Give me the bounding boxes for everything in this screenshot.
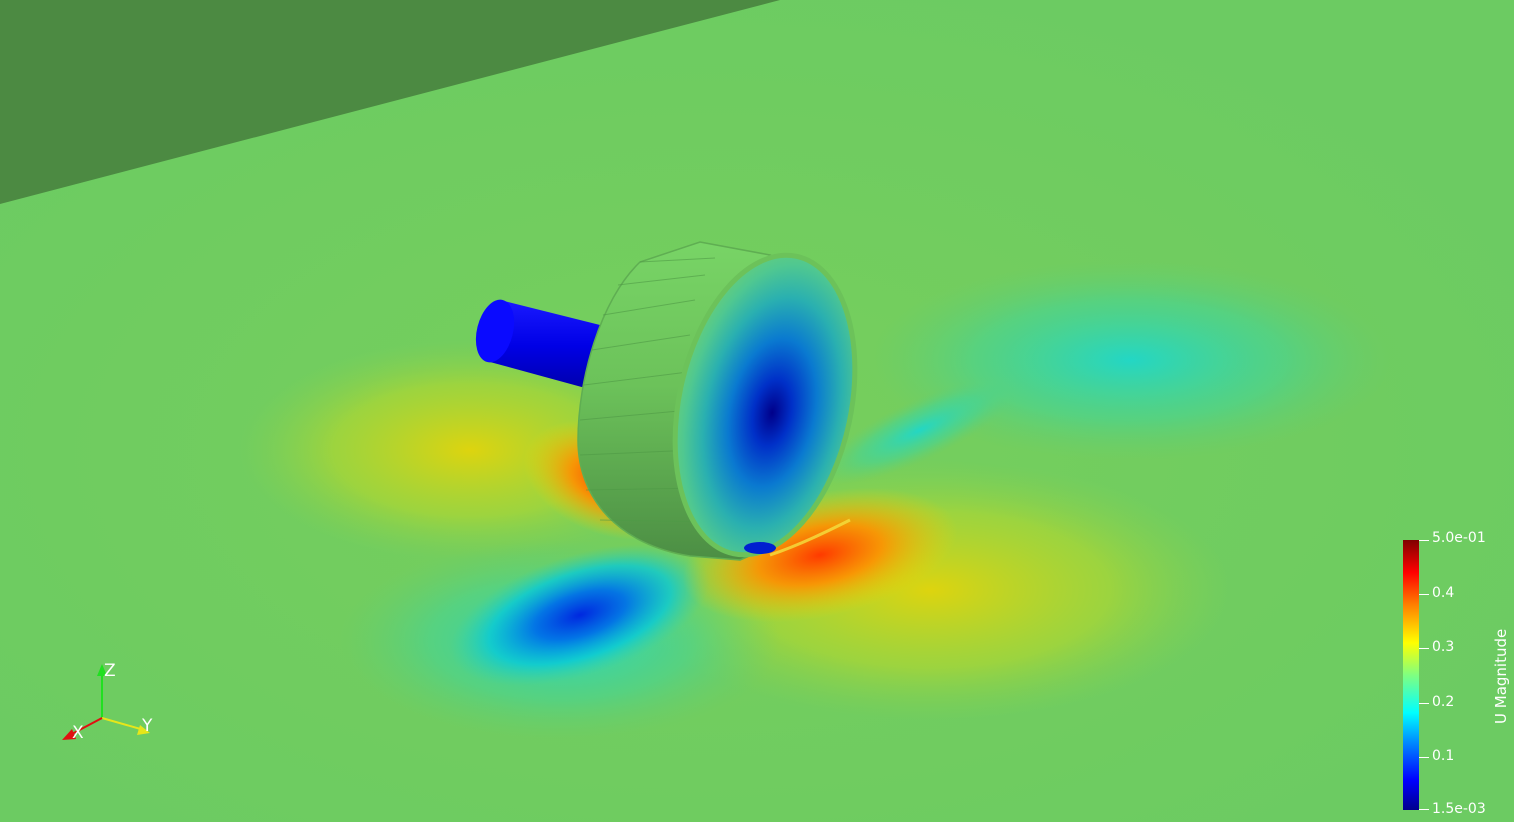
legend-tick-label: 0.1 bbox=[1432, 748, 1455, 764]
x-axis-label: X bbox=[72, 723, 84, 743]
orientation-axes: Z Y X bbox=[62, 661, 153, 743]
disk-face bbox=[672, 252, 858, 558]
legend-max-label: 5.0e-01 bbox=[1432, 530, 1486, 546]
y-arrow-icon bbox=[137, 725, 150, 735]
x-arrow-icon bbox=[62, 729, 76, 740]
field-lobe-cyan-streak bbox=[819, 376, 1021, 484]
z-arrow-icon bbox=[97, 664, 107, 676]
legend-tick bbox=[1419, 648, 1429, 649]
shaft[interactable] bbox=[470, 296, 612, 392]
legend-tick-min bbox=[1419, 809, 1429, 810]
legend-tick-label: 0.2 bbox=[1432, 694, 1455, 710]
wake-streak bbox=[769, 518, 851, 557]
cylinder-disk[interactable] bbox=[577, 238, 881, 571]
legend-tick-label: 0.4 bbox=[1432, 585, 1455, 601]
far-wall bbox=[0, 0, 780, 204]
legend-tick-max bbox=[1419, 540, 1429, 541]
legend-tick-label: 0.3 bbox=[1432, 639, 1455, 655]
y-axis-label: Y bbox=[141, 716, 153, 736]
field-lobe-blue bbox=[450, 544, 710, 686]
color-legend[interactable]: 5.0e-01 0.4 0.3 0.2 0.1 1.5e-03 U Magnit… bbox=[1380, 526, 1514, 822]
legend-min-label: 1.5e-03 bbox=[1432, 801, 1486, 817]
y-axis bbox=[101, 717, 145, 731]
legend-tick bbox=[1419, 757, 1429, 758]
colorbar bbox=[1403, 540, 1419, 810]
z-axis-label: Z bbox=[104, 661, 116, 681]
wake-detail bbox=[744, 542, 776, 554]
legend-tick bbox=[1419, 594, 1429, 595]
legend-title: U Magnitude bbox=[1492, 628, 1510, 724]
legend-tick bbox=[1419, 703, 1429, 704]
x-axis bbox=[69, 717, 103, 736]
